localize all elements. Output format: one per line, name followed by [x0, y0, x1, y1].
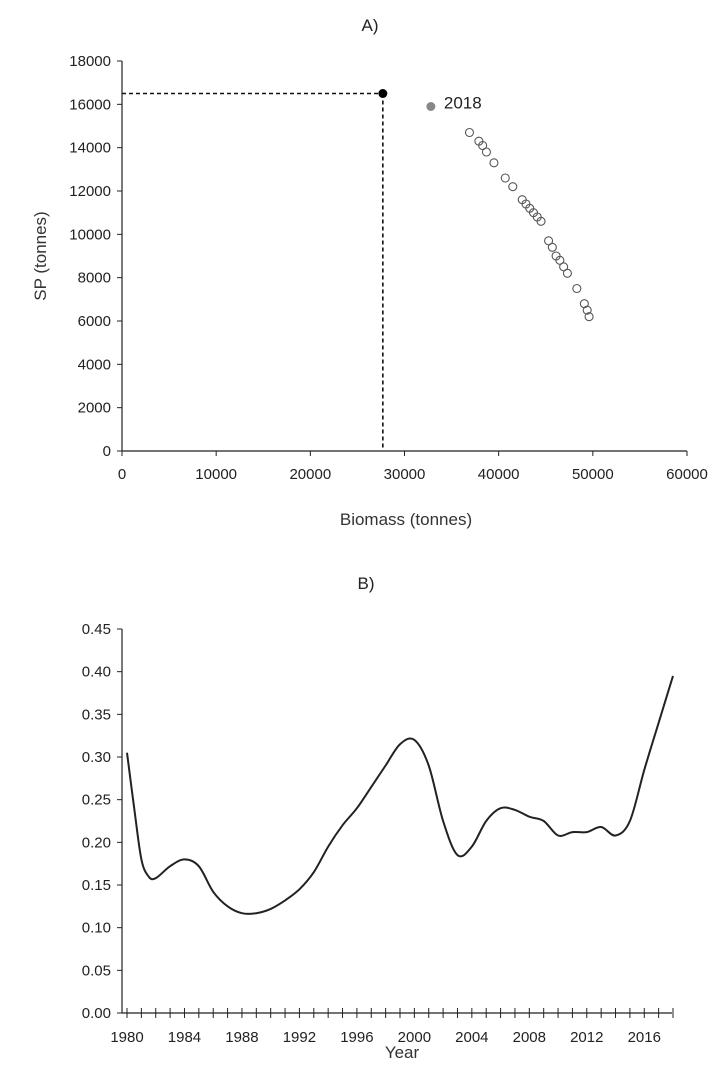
- a-highlight-point: [426, 102, 436, 111]
- a-reference-point: [378, 89, 388, 98]
- b-y-tick-label: 0.20: [82, 834, 111, 851]
- b-y-tick-label: 0.25: [82, 792, 111, 809]
- b-y-tick-label: 0.05: [82, 962, 111, 979]
- b-y-tick-label: 0.15: [82, 877, 111, 894]
- b-y-tick-label: 0.10: [82, 920, 111, 937]
- a-data-point: [508, 182, 518, 192]
- a-y-tick-label: 12000: [69, 183, 111, 200]
- b-x-tick-label: 2004: [455, 1029, 488, 1046]
- a-x-tick-label: 40000: [478, 466, 520, 483]
- a-y-tick-label: 16000: [69, 96, 111, 113]
- a-y-tick-label: 0: [103, 443, 111, 460]
- a-y-tick-label: 6000: [78, 313, 111, 330]
- b-series-line: [126, 675, 674, 915]
- a-data-point: [547, 242, 557, 252]
- b-x-tick-label: 1992: [283, 1029, 316, 1046]
- b-x-tick-label: 2012: [570, 1029, 603, 1046]
- a-data-point: [500, 173, 510, 183]
- panel-a-x-axis-title: Biomass (tonnes): [340, 510, 472, 529]
- b-y-tick-label: 0.40: [82, 664, 111, 681]
- a-data-point: [536, 216, 546, 226]
- a-x-tick-label: 50000: [572, 466, 614, 483]
- b-y-tick-label: 0.35: [82, 706, 111, 723]
- a-data-point: [562, 268, 572, 278]
- a-y-tick-label: 18000: [69, 53, 111, 70]
- panel-a-y-axis-title: SP (tonnes): [31, 211, 50, 300]
- a-data-point: [572, 283, 582, 294]
- b-x-tick-label: 2016: [628, 1029, 661, 1046]
- b-y-tick-label: 0.45: [82, 621, 111, 638]
- a-y-tick-label: 8000: [78, 270, 111, 287]
- a-y-tick-label: 14000: [69, 140, 111, 157]
- a-x-tick-label: 0: [118, 466, 126, 483]
- a-data-point: [489, 158, 499, 168]
- a-y-tick-label: 2000: [78, 400, 111, 417]
- a-data-point: [582, 305, 592, 315]
- a-data-point: [584, 312, 594, 322]
- b-y-tick-label: 0.30: [82, 749, 111, 766]
- b-x-tick-label: 1980: [110, 1029, 143, 1046]
- b-x-tick-label: 1984: [168, 1029, 201, 1046]
- panel-a-scatter: A) SP (tonnes) Biomass (tonnes) 0 2000 400…: [31, 16, 708, 529]
- a-x-tick-label: 60000: [666, 466, 708, 483]
- b-x-tick-label: 1996: [340, 1029, 373, 1046]
- b-x-tick-label: 2000: [398, 1029, 431, 1046]
- a-x-tick-label: 20000: [289, 466, 331, 483]
- a-highlight-label: 2018: [444, 94, 482, 113]
- panel-b-line: B) Year 0.00 0.05 0.10 0.15 0.20 0.25 0.30 0.35…: [82, 574, 674, 1062]
- panel-b-x-axis-title: Year: [385, 1043, 420, 1062]
- b-x-tick-label: 1988: [225, 1029, 258, 1046]
- a-x-tick-label: 10000: [195, 466, 237, 483]
- a-data-point: [464, 127, 475, 138]
- panel-a-label: A): [362, 16, 379, 35]
- a-data-point: [481, 147, 491, 157]
- a-y-tick-label: 10000: [69, 226, 111, 243]
- panel-b-label: B): [358, 574, 375, 593]
- a-y-tick-label: 4000: [78, 356, 111, 373]
- b-y-tick-label: 0.00: [82, 1005, 111, 1022]
- a-x-tick-label: 30000: [384, 466, 426, 483]
- b-x-tick-label: 2008: [513, 1029, 546, 1046]
